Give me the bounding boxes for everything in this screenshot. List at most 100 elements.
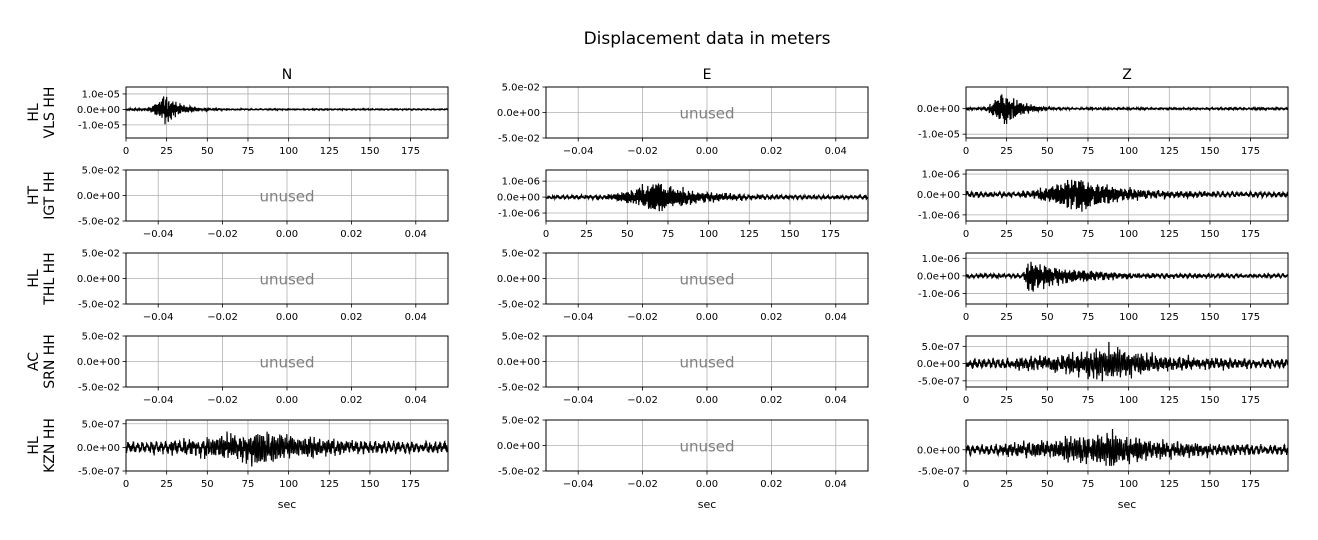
x-tick-label: −0.02	[627, 146, 658, 157]
x-tick-label: 100	[279, 146, 298, 157]
x-tick-label: 150	[1200, 395, 1219, 406]
x-tick-label: −0.04	[563, 312, 594, 323]
panel-hl-thl-hh-e: −0.04 −0.02 0.00 0.02 0.04 5.0e-02 0.0e+00 -5.0…	[497, 249, 869, 323]
row-label-line: HL	[26, 269, 42, 288]
y-tick-label: 0.0e+00	[77, 105, 120, 116]
y-tick-label: -5.0e-02	[78, 300, 120, 311]
y-tick-label: 0.0e+00	[917, 104, 960, 115]
waveform-trace	[126, 96, 448, 125]
y-tick-label: 5.0e-02	[82, 166, 120, 177]
y-tick-label: 0.0e+00	[497, 193, 540, 204]
column-title-n: N	[282, 67, 292, 83]
x-tick-label: 150	[360, 479, 379, 490]
axes-frame	[125, 335, 449, 388]
x-tick-label: 175	[1241, 395, 1260, 406]
axes-frame	[545, 86, 869, 139]
x-axis-labels: sec sec sec	[278, 498, 1137, 511]
row-label-line: THL HH	[42, 252, 58, 305]
x-tick-label: 75	[242, 146, 255, 157]
x-tick-label: 0.04	[405, 229, 427, 240]
y-tick-label: 0.0e+00	[917, 271, 960, 282]
row-label-line: AC	[26, 352, 42, 371]
waveform-trace	[966, 341, 1288, 382]
x-tick-label: 75	[1082, 312, 1095, 323]
x-tick-label: −0.02	[627, 395, 658, 406]
x-tick-label: 0.04	[825, 479, 847, 490]
x-tick-label: 100	[1119, 229, 1138, 240]
x-tick-label: 75	[1082, 229, 1095, 240]
waveform-trace	[966, 429, 1288, 466]
x-tick-label: 50	[1041, 229, 1054, 240]
x-axis-label: sec	[698, 498, 717, 511]
x-tick-label: −0.02	[627, 479, 658, 490]
x-tick-label: −0.04	[563, 395, 594, 406]
y-tick-label: -5.0e-02	[498, 134, 540, 145]
x-tick-label: 125	[1160, 229, 1179, 240]
y-tick-label: 0.0e+00	[497, 108, 540, 119]
x-tick-label: 75	[662, 229, 675, 240]
unused-label: unused	[259, 271, 314, 289]
unused-label: unused	[679, 438, 734, 456]
x-tick-label: 125	[1160, 479, 1179, 490]
panel-ht-igt-hh-z: 0 25 50 75 100 125 150 175 1.0e-06 0.0e+00 -1.0e-0…	[917, 169, 1289, 240]
axes-frame	[965, 419, 1289, 472]
y-tick-label: 0.0e+00	[497, 357, 540, 368]
x-tick-label: 100	[1119, 146, 1138, 157]
x-tick-label: 175	[1241, 146, 1260, 157]
x-axis-label: sec	[278, 498, 297, 511]
y-tick-label: -5.0e-02	[78, 383, 120, 394]
x-tick-label: 0	[123, 146, 129, 157]
axes-frame	[545, 169, 869, 222]
x-tick-label: 125	[1160, 312, 1179, 323]
y-tick-label: -5.0e-02	[498, 383, 540, 394]
x-tick-label: 100	[1119, 312, 1138, 323]
x-tick-label: 0	[123, 479, 129, 490]
x-tick-label: 0.00	[696, 146, 718, 157]
panel-ht-igt-hh-e: 0 25 50 75 100 125 150 175 1.0e-06 0.0e+00 -1.0e-0…	[497, 169, 869, 240]
panels: 0 25 50 75 100 125 150 175 1.0e-05 0.0e+00 -1.0e-0…	[77, 83, 1289, 490]
x-tick-label: 0.02	[760, 312, 782, 323]
x-tick-label: 25	[580, 229, 593, 240]
y-tick-label: 0.0e+00	[917, 190, 960, 201]
x-tick-label: 175	[1241, 229, 1260, 240]
x-tick-label: 0.02	[340, 229, 362, 240]
y-tick-label: 1.0e-05	[82, 89, 120, 100]
x-tick-label: 50	[1041, 479, 1054, 490]
x-tick-label: 0.04	[825, 146, 847, 157]
panel-ht-igt-hh-n: −0.04 −0.02 0.00 0.02 0.04 5.0e-02 0.0e+00 -5.0…	[77, 166, 449, 240]
panel-ac-srn-hh-z: 0 25 50 75 100 125 150 175 5.0e-07 0.0e+00 -5.0e-0…	[917, 335, 1289, 406]
y-tick-label: 5.0e-02	[502, 83, 540, 94]
row-label-line: VLS HH	[42, 87, 58, 139]
waveform-trace	[966, 179, 1288, 212]
axes-frame	[545, 419, 869, 472]
axes-frame	[965, 335, 1289, 388]
unused-label: unused	[679, 354, 734, 372]
axes-frame	[125, 252, 449, 305]
panel-hl-thl-hh-z: 0 25 50 75 100 125 150 175 1.0e-06 0.0e+00 -1.0e-0…	[917, 252, 1289, 323]
y-tick-label: 0.0e+00	[917, 359, 960, 370]
x-tick-label: 0	[963, 395, 969, 406]
y-tick-label: -5.0e-07	[918, 467, 960, 478]
row-label-line: HT	[26, 186, 42, 206]
x-tick-label: 0.02	[340, 395, 362, 406]
unused-label: unused	[679, 271, 734, 289]
y-tick-label: 5.0e-02	[82, 249, 120, 260]
x-tick-label: 175	[401, 479, 420, 490]
row-label-line: KZN HH	[42, 418, 58, 473]
x-tick-label: 100	[1119, 479, 1138, 490]
unused-label: unused	[679, 105, 734, 123]
unused-label: unused	[259, 354, 314, 372]
x-tick-label: 25	[1000, 479, 1013, 490]
x-tick-label: 75	[1082, 479, 1095, 490]
y-tick-label: 1.0e-06	[922, 170, 960, 181]
row-label-line: HL	[26, 436, 42, 455]
x-tick-label: 25	[1000, 146, 1013, 157]
axes-frame	[545, 335, 869, 388]
column-title-e: E	[703, 67, 712, 83]
y-tick-label: -1.0e-05	[918, 130, 960, 141]
x-tick-label: 50	[201, 479, 214, 490]
